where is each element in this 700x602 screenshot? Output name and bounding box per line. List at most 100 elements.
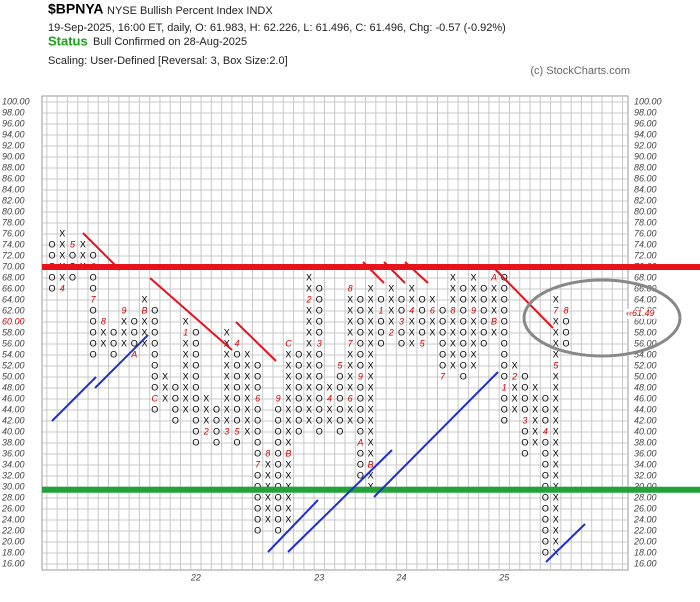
- x-box: X: [368, 481, 374, 491]
- o-box: O: [254, 525, 261, 535]
- x-box: X: [553, 426, 559, 436]
- y-tick-label-right: 76.00: [634, 228, 657, 238]
- o-box: O: [316, 349, 323, 359]
- x-box: X: [553, 448, 559, 458]
- month-mark: A: [490, 272, 497, 282]
- o-box: O: [275, 481, 282, 491]
- trend-line: [362, 261, 385, 284]
- x-box: X: [265, 459, 271, 469]
- trend-line: [82, 232, 121, 271]
- o-box: O: [501, 283, 508, 293]
- x-box: X: [306, 415, 312, 425]
- x-box: X: [409, 338, 415, 348]
- o-box: O: [151, 371, 158, 381]
- o-box: O: [357, 415, 364, 425]
- y-tick-label: 52.00: [2, 360, 25, 370]
- o-box: O: [542, 393, 549, 403]
- x-box: X: [142, 338, 148, 348]
- o-box: O: [542, 448, 549, 458]
- month-mark: 7: [255, 459, 261, 469]
- x-box: X: [553, 481, 559, 491]
- x-box: X: [306, 404, 312, 414]
- o-box: O: [90, 250, 97, 260]
- x-box: X: [553, 404, 559, 414]
- o-box: O: [213, 404, 220, 414]
- o-box: O: [275, 448, 282, 458]
- o-box: O: [480, 294, 487, 304]
- o-box: O: [151, 404, 158, 414]
- y-tick-label-right: 38.00: [634, 437, 657, 447]
- x-box: X: [388, 305, 394, 315]
- x-box: X: [285, 492, 291, 502]
- o-box: O: [501, 294, 508, 304]
- o-box: O: [131, 327, 138, 337]
- x-box: X: [470, 327, 476, 337]
- x-box: X: [306, 338, 312, 348]
- y-tick-label-right: 66.00: [634, 283, 657, 293]
- month-mark: 8: [563, 305, 568, 315]
- o-box: O: [542, 514, 549, 524]
- trend-line: [94, 334, 149, 389]
- y-tick-label: 30.00: [2, 481, 25, 491]
- x-box: X: [203, 393, 209, 403]
- month-mark: 7: [440, 371, 446, 381]
- y-tick-label-right: 24.00: [633, 514, 657, 524]
- x-box: X: [450, 283, 456, 293]
- o-box: O: [480, 316, 487, 326]
- o-box: O: [336, 393, 343, 403]
- y-tick-label-right: 90.00: [634, 151, 657, 161]
- x-box: X: [450, 360, 456, 370]
- o-box: O: [460, 349, 467, 359]
- x-box: X: [470, 349, 476, 359]
- y-tick-label: 100.00: [2, 96, 30, 106]
- o-box: O: [316, 371, 323, 381]
- y-tick-label-right: 94.00: [634, 129, 657, 139]
- x-box: X: [306, 283, 312, 293]
- x-box: X: [553, 415, 559, 425]
- x-box: X: [162, 382, 168, 392]
- x-box: X: [59, 272, 65, 282]
- x-box: X: [553, 503, 559, 513]
- x-box: X: [470, 316, 476, 326]
- o-box: O: [480, 327, 487, 337]
- o-box: O: [357, 338, 364, 348]
- x-box: X: [224, 371, 230, 381]
- month-mark: 9: [276, 393, 281, 403]
- x-box: X: [450, 349, 456, 359]
- o-box: O: [151, 316, 158, 326]
- y-tick-label: 40.00: [2, 426, 25, 436]
- o-box: O: [275, 525, 282, 535]
- x-box: X: [368, 349, 374, 359]
- x-box: X: [142, 294, 148, 304]
- x-box: X: [285, 371, 291, 381]
- month-mark: 6: [255, 393, 260, 403]
- x-box: X: [553, 525, 559, 535]
- status: Bull Confirmed on 28-Aug-2025: [93, 36, 247, 48]
- o-box: O: [419, 294, 426, 304]
- o-box: O: [192, 415, 199, 425]
- x-box: X: [244, 426, 250, 436]
- y-tick-label: 24.00: [1, 514, 25, 524]
- x-box: X: [100, 327, 106, 337]
- x-box: X: [285, 415, 291, 425]
- y-tick-label-right: 74.00: [634, 239, 657, 249]
- o-box: O: [460, 294, 467, 304]
- x-box: X: [553, 338, 559, 348]
- x-box: X: [306, 327, 312, 337]
- o-box: O: [419, 316, 426, 326]
- y-tick-label-right: 72.00: [634, 250, 657, 260]
- x-box: X: [244, 360, 250, 370]
- y-tick-label: 16.00: [2, 558, 25, 568]
- o-box: O: [562, 316, 569, 326]
- y-tick-label-right: 36.00: [634, 448, 657, 458]
- x-box: X: [491, 283, 497, 293]
- x-box: X: [285, 382, 291, 392]
- o-box: O: [254, 437, 261, 447]
- o-box: O: [316, 393, 323, 403]
